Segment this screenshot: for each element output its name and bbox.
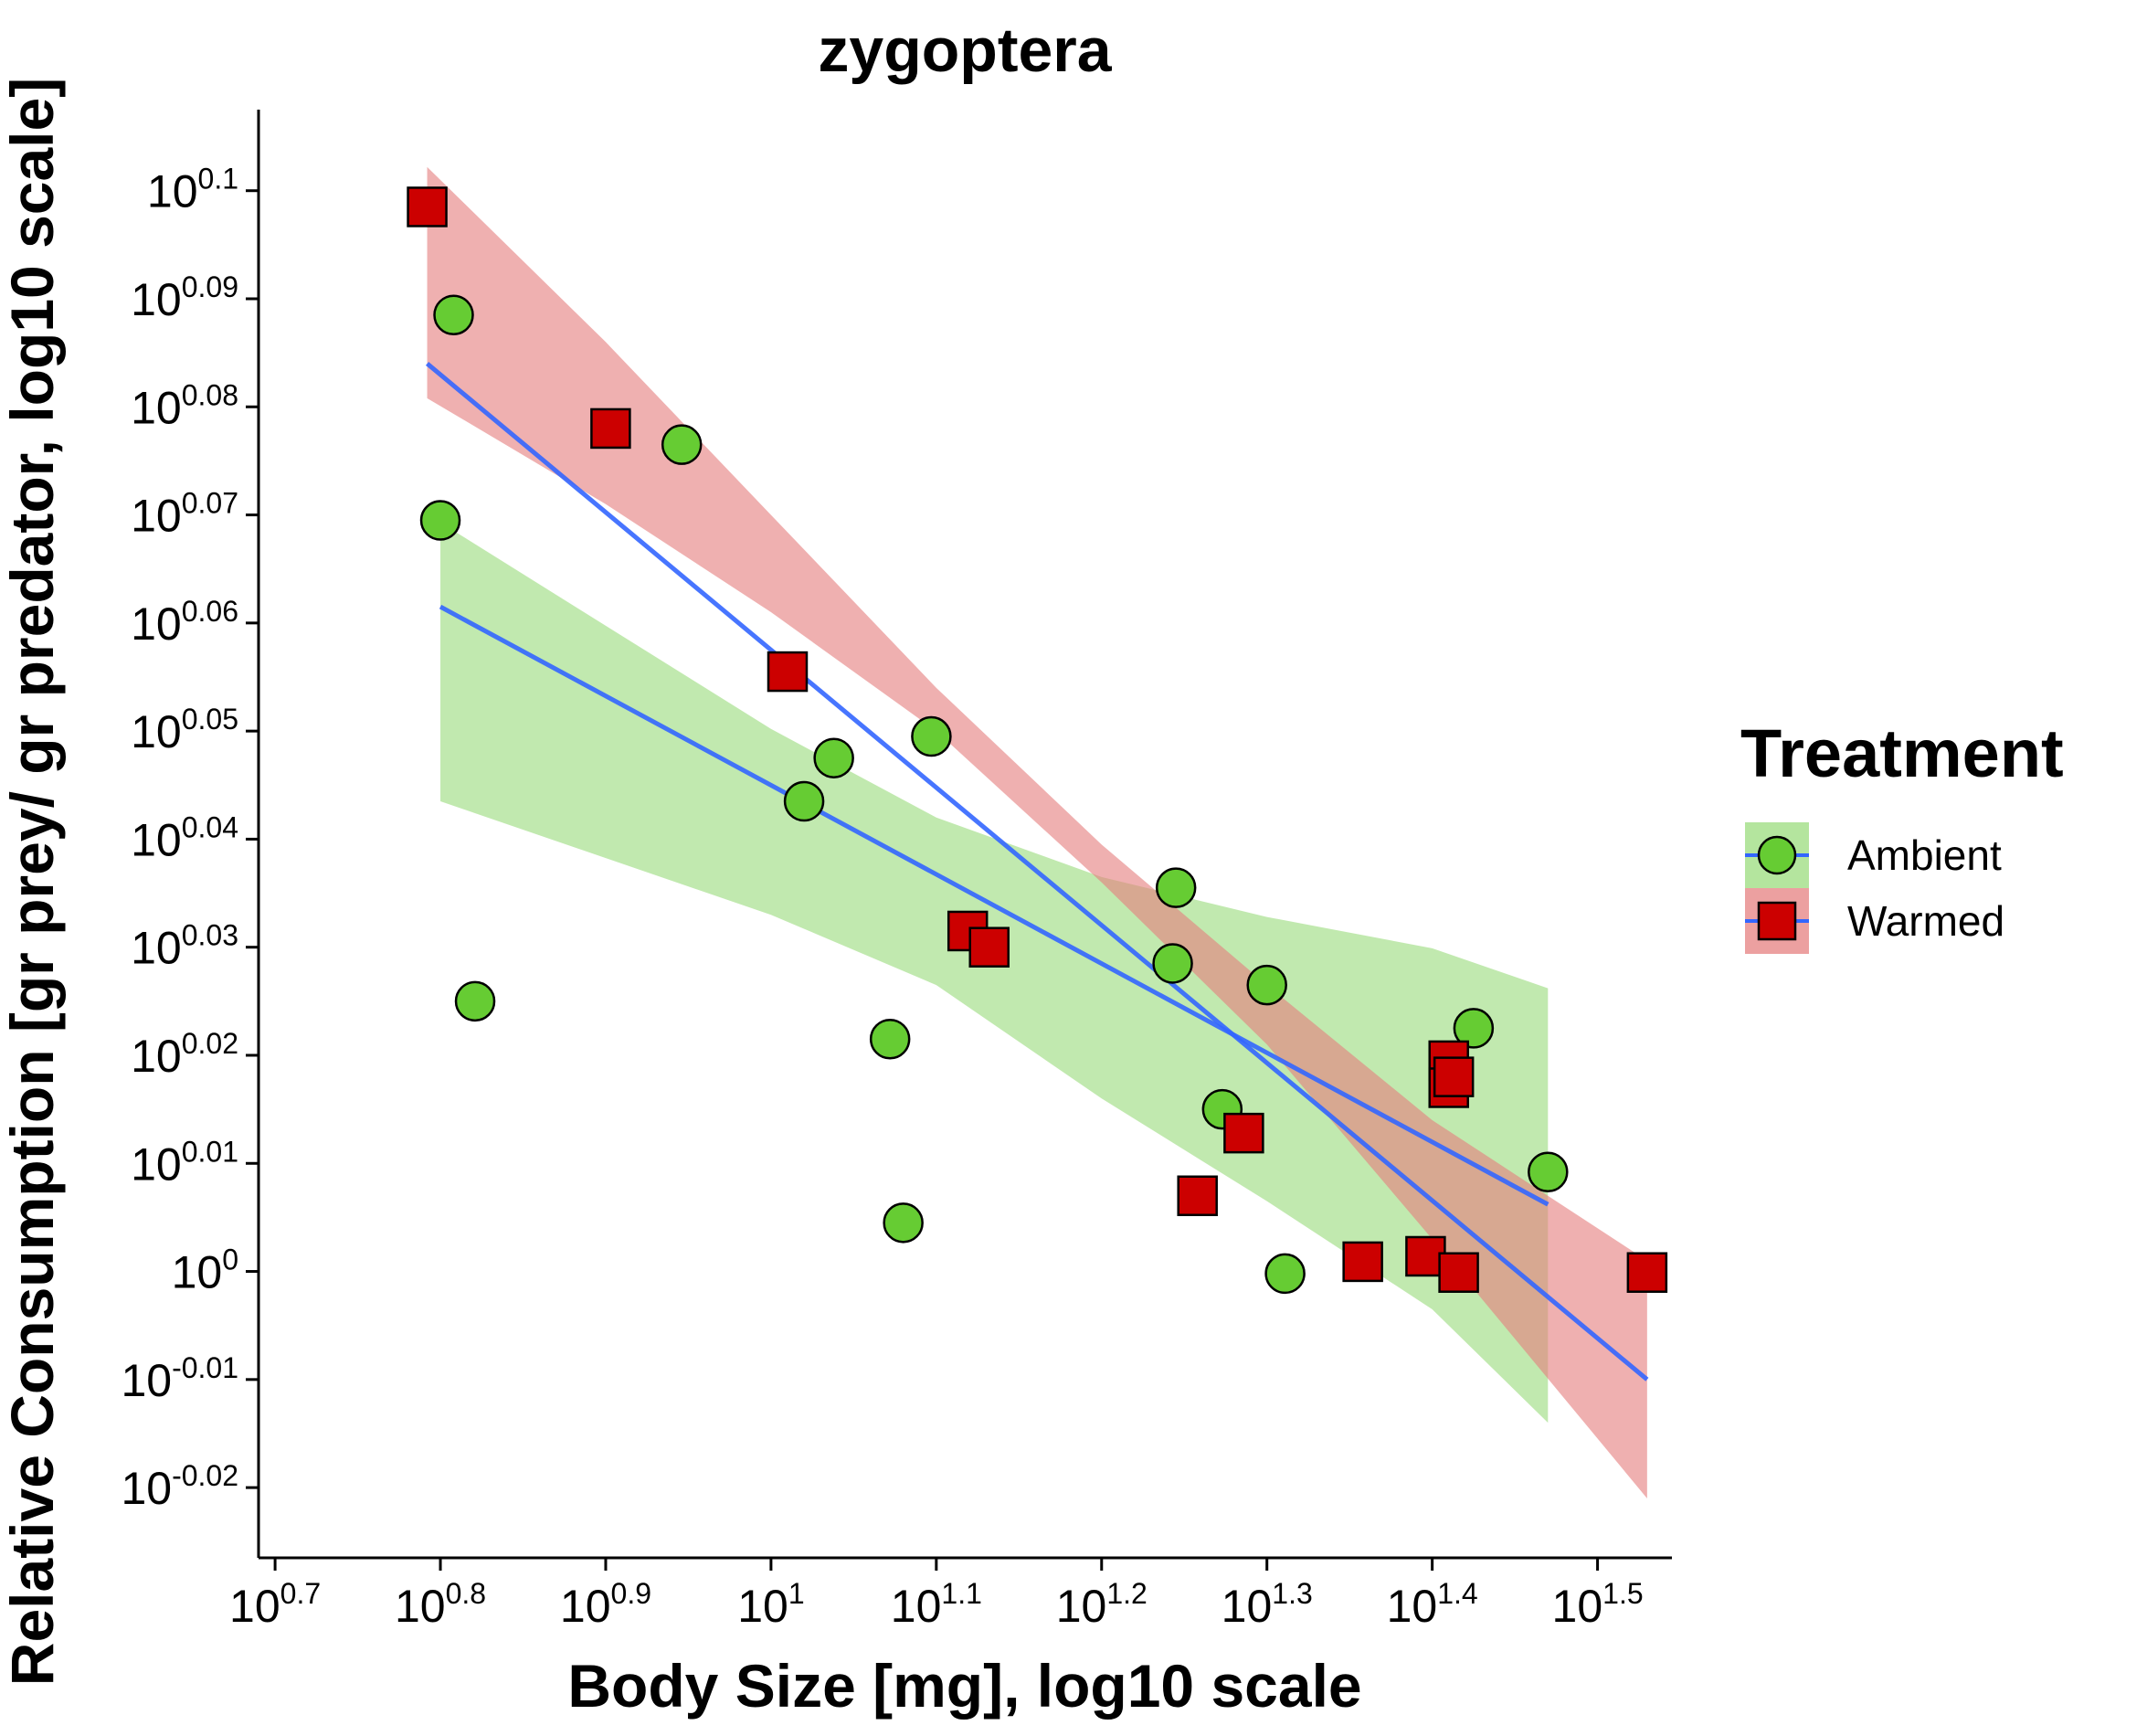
x-tick-label: 100.7 [229, 1577, 321, 1632]
x-axis-title: Body Size [mg], log10 scale [567, 1652, 1361, 1720]
ribbon-warmed [427, 166, 1647, 1498]
y-tick-label: 100.01 [131, 1135, 238, 1190]
y-axis: 100.1 100.09 100.08 100.07 100.06 100.05 100.0… [121, 110, 260, 1558]
x-tick-label: 100.8 [395, 1577, 486, 1632]
data-point-ambient [813, 737, 854, 778]
data-point-ambient [869, 1018, 911, 1060]
y-axis-title: Relative Consumption [gr prey/ gr predat… [0, 78, 66, 1686]
data-point-warmed [767, 651, 809, 693]
data-point-ambient [783, 780, 825, 822]
x-tick-label: 101.5 [1552, 1577, 1644, 1632]
y-tick-label: 100.04 [131, 810, 238, 865]
y-tick-label: 100.03 [131, 919, 238, 974]
y-tick-label: 10-0.02 [121, 1459, 238, 1514]
legend-marker-ambient [1757, 835, 1797, 875]
data-point-ambient [1246, 964, 1287, 1006]
data-point-ambient [911, 715, 952, 757]
data-point-ambient [454, 980, 496, 1022]
y-tick-label: 100.08 [131, 378, 238, 433]
x-tick-label: 101.1 [891, 1577, 982, 1632]
y-tick-label: 100.06 [131, 595, 238, 650]
x-tick-label: 100.9 [560, 1577, 651, 1632]
x-tick-label: 101.4 [1387, 1577, 1478, 1632]
x-axis: 100.7 100.8 100.9 101 101.1 101.2 101.3 101.4 10… [229, 1556, 1672, 1632]
data-point-warmed [1223, 1112, 1264, 1154]
fit-line-warmed [425, 362, 1649, 1381]
legend: Treatment Ambient Warmed [1740, 715, 2064, 954]
legend-marker-warmed [1757, 901, 1797, 941]
data-point-warmed [968, 926, 1010, 968]
y-tick-label: 100 [172, 1244, 238, 1298]
x-tick-label: 101.2 [1056, 1577, 1148, 1632]
data-point-ambient [433, 294, 474, 335]
data-point-warmed [1433, 1056, 1475, 1097]
y-tick-label: 100.02 [131, 1027, 238, 1082]
data-point-warmed [590, 408, 631, 450]
data-point-warmed [1626, 1252, 1668, 1293]
ribbon-ambient [440, 522, 1549, 1424]
y-tick-label: 100.05 [131, 703, 238, 757]
y-tick-label: 100.1 [147, 163, 238, 217]
data-point-ambient [1453, 1008, 1495, 1049]
y-tick-label: 10-0.01 [121, 1351, 238, 1406]
x-tick-label: 101.3 [1222, 1577, 1313, 1632]
legend-label-ambient: Ambient [1847, 831, 2002, 879]
x-tick-label: 101 [737, 1577, 804, 1632]
data-point-ambient [1528, 1151, 1569, 1192]
data-point-ambient [883, 1202, 924, 1244]
y-tick-label: 100.07 [131, 487, 238, 542]
data-point-warmed [1177, 1175, 1218, 1216]
chart-title: zygoptera [818, 16, 1112, 85]
data-point-warmed [1438, 1252, 1479, 1293]
fit-line-ambient [439, 604, 1549, 1207]
data-point-ambient [1155, 867, 1197, 908]
legend-title: Treatment [1740, 715, 2064, 791]
data-point-warmed [407, 186, 448, 228]
data-point-ambient [419, 500, 461, 541]
data-point-warmed [1342, 1241, 1383, 1283]
data-point-ambient [661, 424, 703, 465]
legend-label-warmed: Warmed [1847, 897, 2004, 945]
data-point-ambient [1152, 943, 1193, 984]
plot-area [407, 166, 1668, 1498]
y-tick-label: 100.09 [131, 270, 238, 325]
data-point-ambient [1264, 1253, 1306, 1295]
